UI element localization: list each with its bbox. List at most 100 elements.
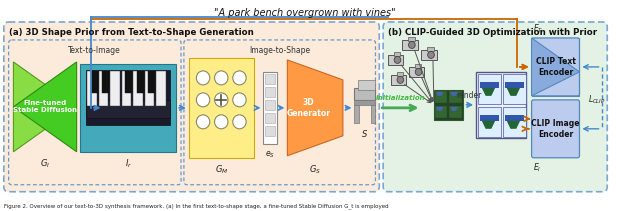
- Bar: [355, 100, 376, 105]
- Polygon shape: [450, 107, 458, 111]
- Bar: [435, 106, 447, 118]
- Circle shape: [196, 115, 210, 129]
- Text: $G_I$: $G_I$: [40, 158, 50, 170]
- Bar: [266, 100, 275, 110]
- Bar: [478, 74, 501, 104]
- Bar: [358, 80, 376, 90]
- Polygon shape: [480, 82, 499, 88]
- Polygon shape: [13, 62, 77, 152]
- Bar: [156, 71, 166, 106]
- Text: Figure 2. Overview of our text-to-3D synthesis framework. (a) In the first text-: Figure 2. Overview of our text-to-3D syn…: [4, 204, 388, 209]
- Circle shape: [397, 76, 404, 83]
- Circle shape: [233, 93, 246, 107]
- Text: $L_{CLIP}$: $L_{CLIP}$: [588, 94, 605, 106]
- FancyBboxPatch shape: [4, 22, 380, 192]
- Polygon shape: [507, 88, 520, 96]
- Bar: [415, 64, 421, 68]
- Text: $S$: $S$: [362, 128, 369, 139]
- Circle shape: [214, 93, 228, 107]
- Text: $e_S$: $e_S$: [265, 150, 275, 160]
- Polygon shape: [507, 121, 520, 129]
- Text: Initialization: Initialization: [376, 95, 425, 101]
- Bar: [266, 113, 275, 123]
- Bar: [264, 72, 277, 144]
- Polygon shape: [532, 38, 579, 96]
- Text: CLIP Image
Encoder: CLIP Image Encoder: [531, 119, 580, 138]
- Circle shape: [415, 68, 422, 75]
- Text: Text-to-Image: Text-to-Image: [68, 46, 121, 55]
- Bar: [355, 88, 376, 100]
- Bar: [87, 71, 97, 106]
- Circle shape: [394, 56, 401, 64]
- Text: CLIP Text
Encoder: CLIP Text Encoder: [536, 57, 575, 77]
- Bar: [122, 71, 131, 106]
- Text: render: render: [457, 91, 482, 100]
- Bar: [478, 107, 501, 137]
- Bar: [503, 74, 526, 104]
- Circle shape: [214, 115, 228, 129]
- FancyBboxPatch shape: [383, 22, 607, 192]
- Bar: [403, 40, 418, 50]
- Circle shape: [408, 41, 415, 49]
- Bar: [99, 71, 108, 106]
- Bar: [449, 91, 461, 103]
- Bar: [145, 71, 154, 106]
- Bar: [435, 91, 447, 103]
- Text: (a) 3D Shape Prior from Text-to-Shape Generation: (a) 3D Shape Prior from Text-to-Shape Ge…: [8, 28, 253, 37]
- Polygon shape: [436, 107, 444, 111]
- Polygon shape: [505, 82, 524, 88]
- FancyBboxPatch shape: [532, 100, 579, 158]
- Circle shape: [233, 71, 246, 85]
- Text: $I_r$: $I_r$: [125, 158, 132, 170]
- Text: (b) CLIP-Guided 3D Optimization with Prior: (b) CLIP-Guided 3D Optimization with Pri…: [388, 28, 597, 37]
- Bar: [427, 47, 434, 51]
- Bar: [397, 72, 403, 76]
- Bar: [394, 52, 401, 56]
- Bar: [81, 64, 176, 152]
- Polygon shape: [287, 60, 343, 156]
- Bar: [388, 55, 403, 65]
- Bar: [86, 70, 170, 125]
- Bar: [148, 71, 155, 93]
- Bar: [371, 105, 376, 123]
- Polygon shape: [450, 92, 458, 96]
- Circle shape: [196, 93, 210, 107]
- Bar: [409, 67, 424, 77]
- Bar: [125, 71, 132, 93]
- Polygon shape: [482, 121, 495, 129]
- Bar: [476, 72, 526, 138]
- Bar: [355, 105, 359, 123]
- Bar: [86, 100, 170, 118]
- Polygon shape: [482, 88, 495, 96]
- Bar: [391, 75, 406, 85]
- Text: "A park bench overgrown with vines": "A park bench overgrown with vines": [214, 8, 396, 18]
- Polygon shape: [532, 38, 579, 96]
- Polygon shape: [13, 62, 77, 152]
- Bar: [503, 107, 526, 137]
- Bar: [449, 106, 461, 118]
- Text: $G_M$: $G_M$: [214, 164, 228, 176]
- Bar: [266, 74, 275, 84]
- Bar: [137, 71, 143, 93]
- Polygon shape: [480, 115, 499, 121]
- Bar: [133, 71, 143, 106]
- Bar: [266, 126, 275, 136]
- Circle shape: [233, 115, 246, 129]
- Bar: [102, 71, 109, 93]
- Text: 3D
Generator: 3D Generator: [287, 98, 330, 118]
- Bar: [421, 50, 436, 60]
- Bar: [91, 71, 98, 93]
- Text: $E_T$: $E_T$: [532, 22, 543, 35]
- Text: $E_I$: $E_I$: [532, 162, 541, 174]
- Bar: [110, 71, 120, 106]
- Text: Fine-tuned
Stable Diffusion: Fine-tuned Stable Diffusion: [13, 100, 77, 113]
- FancyBboxPatch shape: [532, 38, 579, 96]
- Bar: [434, 90, 463, 120]
- Text: $G_S$: $G_S$: [309, 164, 321, 176]
- Polygon shape: [505, 115, 524, 121]
- Bar: [189, 58, 254, 158]
- Circle shape: [428, 51, 435, 58]
- Circle shape: [214, 71, 228, 85]
- Bar: [266, 87, 275, 97]
- Polygon shape: [436, 92, 444, 96]
